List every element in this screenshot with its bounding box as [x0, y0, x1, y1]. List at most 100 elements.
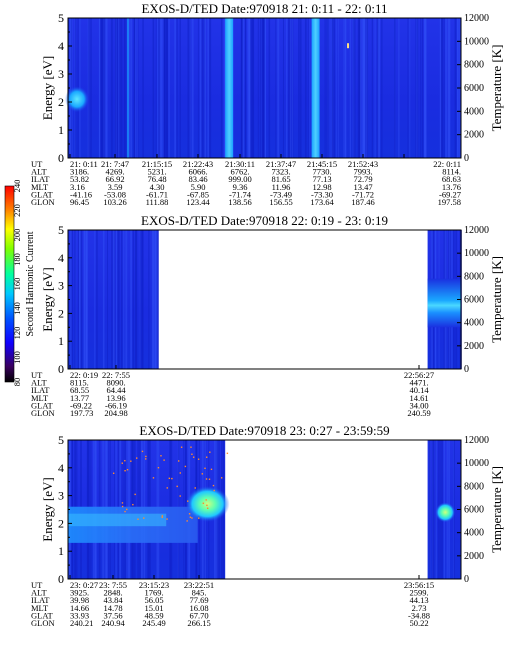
noise-spot — [179, 495, 181, 497]
spectrogram-streak — [104, 18, 106, 158]
ephemeris-row-label: GLON — [31, 408, 55, 418]
ephemeris-value: 111.88 — [146, 197, 169, 207]
spectrogram-streak — [107, 230, 109, 369]
spectrogram-streak — [130, 18, 133, 158]
spectrogram-streak — [345, 18, 347, 158]
spectrogram-streak — [360, 18, 362, 158]
noise-spot — [126, 508, 128, 511]
noise-spot — [205, 499, 207, 501]
spectrogram-streak — [250, 18, 253, 158]
ephemeris-value: 13.76 — [442, 182, 461, 192]
spectrogram-streak — [371, 18, 373, 158]
ephemeris-value: 14.61 — [409, 393, 428, 403]
spectrogram-streak — [292, 18, 293, 158]
spectrogram-streak — [152, 18, 155, 158]
y-tick-label: 1 — [58, 334, 64, 348]
ephemeris-value: 13.96 — [106, 393, 125, 403]
y2-tick-label: 6000 — [464, 83, 484, 94]
ephemeris-value: 9.36 — [233, 182, 248, 192]
spectrogram-streak — [332, 18, 334, 158]
colorbar-tick-label: 200 — [12, 229, 22, 242]
spectrogram-streak — [207, 18, 209, 158]
noise-spot — [191, 517, 193, 519]
noise-spot — [160, 455, 162, 457]
spectrogram-streak — [120, 18, 123, 158]
spectrogram-streak — [241, 18, 243, 158]
faint-stripe — [126, 18, 129, 158]
noise-spot — [210, 468, 213, 471]
spectrogram-streak — [74, 230, 76, 369]
spectrogram-streak — [94, 230, 96, 369]
spectrogram-streak — [268, 18, 271, 158]
ephemeris-row-label: UT — [31, 580, 43, 590]
y-tick-label: 5 — [58, 433, 64, 447]
spectrogram-streak — [445, 18, 448, 158]
spectrogram-streak — [376, 18, 379, 158]
spectrogram-streak — [110, 18, 113, 158]
noise-spot — [205, 478, 208, 480]
ephemeris-value: 240.59 — [407, 408, 430, 418]
ephemeris-value: 21:30:11 — [225, 159, 255, 169]
spectrogram-streak — [111, 230, 113, 369]
bright-spot — [185, 485, 230, 522]
spectrogram-streak — [134, 18, 137, 158]
ephemeris-row-label: ILAT — [31, 385, 50, 395]
noise-spot — [197, 458, 200, 460]
ephemeris-value: 3925. — [70, 588, 89, 598]
noise-spot — [168, 477, 171, 480]
ephemeris-row-label: MLT — [31, 393, 49, 403]
y2-tick-label: 12000 — [464, 435, 489, 446]
noise-spot — [171, 477, 173, 480]
spectrogram-streak — [199, 18, 202, 158]
spectrogram-streak — [407, 18, 409, 158]
spectrogram-streak — [70, 230, 72, 369]
spectrogram-streak — [85, 230, 88, 369]
spectrogram-streak — [448, 18, 450, 158]
noise-spot — [201, 473, 204, 475]
spectrogram-streak — [71, 230, 73, 369]
spectrogram-streak — [102, 230, 105, 369]
y-tick-label: 0 — [58, 151, 64, 165]
panel-title: EXOS-D/TED Date:970918 23: 0:27 - 23:59:… — [139, 423, 389, 438]
ephemeris-value: 43.84 — [103, 595, 123, 605]
ephemeris-value: 77.69 — [189, 595, 208, 605]
ephemeris-row-label: ILAT — [31, 595, 50, 605]
ephemeris-value: 8115. — [70, 378, 89, 388]
spectrogram-streak — [101, 18, 103, 158]
ephemeris-value: 245.49 — [142, 618, 165, 628]
noise-spot — [198, 517, 200, 519]
spectrogram-streak — [103, 18, 105, 158]
ephemeris-value: 77.13 — [312, 174, 331, 184]
y2-tick-label: 4000 — [464, 528, 484, 539]
ephemeris-value: 1769. — [144, 588, 163, 598]
spectrogram-streak — [415, 18, 417, 158]
spectrogram-streak — [160, 18, 162, 158]
noise-spot — [180, 446, 183, 448]
noise-spot — [112, 472, 115, 474]
spectrogram-streak — [441, 18, 443, 158]
spectrogram-streak — [86, 230, 88, 369]
colorbar-tick-label: 240 — [12, 180, 22, 193]
spectrogram-streak — [343, 18, 345, 158]
y-tick-label: 2 — [58, 516, 64, 530]
spectrogram-streak — [425, 18, 427, 158]
ephemeris-value: 48.59 — [144, 610, 163, 620]
spectrogram-streak — [116, 230, 118, 369]
noise-spot — [145, 455, 147, 458]
spectrogram-streak — [157, 18, 159, 158]
spectrogram-streak — [334, 18, 336, 158]
noise-spot — [134, 493, 136, 496]
y2-tick-label: 0 — [464, 574, 469, 585]
ephemeris-value: 3186. — [70, 167, 89, 177]
y2-axis-label: Temperature [K] — [489, 256, 504, 343]
spectrogram-streak — [191, 18, 194, 158]
spectrogram-streak — [358, 18, 361, 158]
spectrogram-streak — [116, 18, 119, 158]
spectrogram-streak — [100, 18, 102, 158]
noise-spot — [124, 510, 126, 513]
noise-spot — [208, 478, 211, 480]
colorbar-tick-label: 180 — [12, 253, 22, 266]
spectrogram-streak — [326, 18, 328, 158]
ephemeris-value: 4471. — [409, 378, 428, 388]
ephemeris-row-label: MLT — [31, 603, 49, 613]
